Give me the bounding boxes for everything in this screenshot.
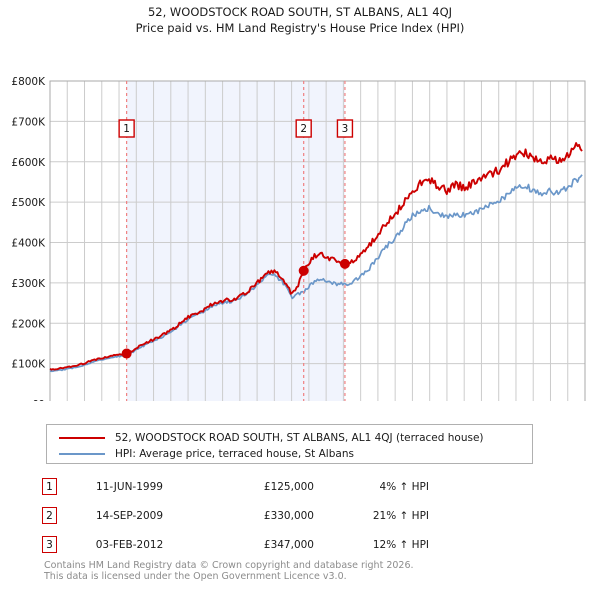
txn-hpi-2: 21% ↑ HPI xyxy=(372,509,429,522)
price-chart: 1995199619971998199920002001200220032004… xyxy=(0,36,600,401)
legend-item-property: 52, WOODSTOCK ROAD SOUTH, ST ALBANS, AL1… xyxy=(47,430,532,446)
y-axis-tick-label: £400K xyxy=(11,238,46,250)
y-axis-tick-label: £0 xyxy=(32,399,45,401)
txn-marker-2[interactable]: 2 xyxy=(42,507,57,524)
legend-item-hpi: HPI: Average price, terraced house, St A… xyxy=(47,446,532,462)
event-marker-box xyxy=(336,119,354,138)
series-line-property xyxy=(49,142,583,371)
txn-hpi-3: 12% ↑ HPI xyxy=(372,538,429,551)
table-row[interactable]: 3 03-FEB-2012 £347,000 12% ↑ HPI xyxy=(42,530,472,559)
y-axis-tick-label: £500K xyxy=(11,197,46,209)
table-row[interactable]: 2 14-SEP-2009 £330,000 21% ↑ HPI xyxy=(42,501,472,530)
txn-date-1: 11-JUN-1999 xyxy=(96,480,163,493)
txn-date-3: 03-FEB-2012 xyxy=(95,538,164,551)
sale-point xyxy=(298,265,309,276)
sale-point xyxy=(121,348,132,359)
page-title: 52, WOODSTOCK ROAD SOUTH, ST ALBANS, AL1… xyxy=(0,0,600,36)
legend-swatch-hpi xyxy=(59,453,105,455)
y-axis-tick-label: £200K xyxy=(11,318,46,330)
txn-hpi-1: 4% ↑ HPI xyxy=(379,480,429,493)
legend-label-property: 52, WOODSTOCK ROAD SOUTH, ST ALBANS, AL1… xyxy=(115,432,484,444)
footer-attribution: Contains HM Land Registry data © Crown c… xyxy=(44,560,564,582)
legend-swatch-property xyxy=(59,437,105,439)
event-marker-box xyxy=(118,119,135,138)
chart-svg: 1995199619971998199920002001200220032004… xyxy=(11,76,586,401)
y-axis-tick-label: £800K xyxy=(11,76,46,88)
y-axis-tick-label: £100K xyxy=(11,359,46,371)
event-marker-box xyxy=(295,119,312,138)
txn-price-2: £330,000 xyxy=(263,509,314,522)
table-row[interactable]: 1 11-JUN-1999 £125,000 4% ↑ HPI xyxy=(42,472,472,501)
plot-border xyxy=(49,80,586,401)
txn-marker-1[interactable]: 1 xyxy=(42,478,57,495)
event-marker-label: 3 xyxy=(342,123,349,135)
title-line-1: 52, WOODSTOCK ROAD SOUTH, ST ALBANS, AL1… xyxy=(147,5,453,19)
txn-price-1: £125,000 xyxy=(263,480,314,493)
y-axis-tick-label: £700K xyxy=(11,116,46,128)
chart-legend: 52, WOODSTOCK ROAD SOUTH, ST ALBANS, AL1… xyxy=(46,424,533,464)
y-axis-tick-label: £300K xyxy=(11,278,46,290)
series-line-hpi xyxy=(49,174,583,373)
sale-point xyxy=(339,258,350,269)
ownership-band xyxy=(126,81,345,401)
y-axis-tick-label: £600K xyxy=(11,157,46,169)
legend-label-hpi: HPI: Average price, terraced house, St A… xyxy=(115,448,354,460)
title-line-2: Price paid vs. HM Land Registry's House … xyxy=(135,21,465,35)
event-marker-label: 2 xyxy=(300,123,307,135)
footer-line-2: This data is licensed under the Open Gov… xyxy=(44,571,347,582)
footer-line-1: Contains HM Land Registry data © Crown c… xyxy=(44,560,414,571)
txn-date-2: 14-SEP-2009 xyxy=(95,509,164,522)
txn-marker-3[interactable]: 3 xyxy=(42,536,57,553)
transactions-table: 1 11-JUN-1999 £125,000 4% ↑ HPI 2 14-SEP… xyxy=(42,472,472,559)
event-marker-label: 1 xyxy=(123,123,130,135)
txn-price-3: £347,000 xyxy=(263,538,314,551)
